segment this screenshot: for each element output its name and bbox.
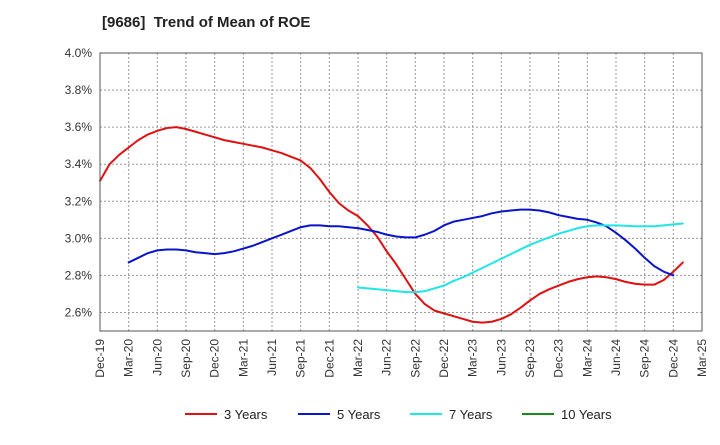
x-tick-label: Jun-24 <box>609 339 623 376</box>
x-tick-label: Mar-21 <box>236 339 250 377</box>
grid-lines <box>99 52 703 331</box>
y-tick-label: 3.0% <box>65 231 93 245</box>
series-lines <box>99 126 684 324</box>
x-tick-label: Dec-21 <box>322 339 336 378</box>
x-tick-label: Dec-19 <box>93 339 107 378</box>
y-tick-label: 3.6% <box>65 120 93 134</box>
chart-title: [9686] Trend of Mean of ROE <box>102 14 311 31</box>
series-line-7-years <box>357 222 684 294</box>
legend-label: 10 Years <box>561 407 612 422</box>
x-tick-label: Mar-23 <box>466 339 480 377</box>
x-tick-label: Sep-21 <box>294 339 308 378</box>
x-tick-label: Jun-21 <box>265 339 279 376</box>
x-tick-label: Jun-23 <box>494 339 508 376</box>
series-line-5-years <box>127 208 675 277</box>
x-tick-label: Mar-20 <box>122 339 136 377</box>
x-tick-label: Dec-24 <box>666 339 680 378</box>
legend-label: 7 Years <box>449 407 493 422</box>
x-tick-label: Sep-22 <box>408 339 422 378</box>
x-tick-label: Sep-24 <box>638 339 652 378</box>
legend-label: 3 Years <box>224 407 268 422</box>
x-tick-label: Mar-24 <box>580 339 594 377</box>
y-tick-label: 3.2% <box>65 194 93 208</box>
series-line-3-years <box>99 126 684 324</box>
x-tick-label: Jun-22 <box>380 339 394 376</box>
x-tick-label: Dec-20 <box>208 339 222 378</box>
y-tick-label: 2.6% <box>65 305 93 319</box>
y-tick-label: 3.4% <box>65 157 93 171</box>
y-tick-label: 4.0% <box>65 46 93 60</box>
x-tick-label: Mar-22 <box>351 339 365 377</box>
plot-frame <box>99 52 703 332</box>
x-tick-label: Mar-25 <box>695 339 709 377</box>
axes: 2.6% 2.8% 3.0% 3.2% 3.4% 3.6% 3.8% 4.0% Dec-19 Ma… <box>65 46 709 378</box>
x-tick-label: Dec-22 <box>437 339 451 378</box>
x-tick-label: Jun-20 <box>150 339 164 376</box>
x-tick-label: Sep-23 <box>523 339 537 378</box>
legend-label: 5 Years <box>337 407 381 422</box>
x-tick-label: Sep-20 <box>179 339 193 378</box>
x-tick-label: Dec-23 <box>552 339 566 378</box>
y-tick-label: 3.8% <box>65 83 93 97</box>
legend: 3 Years 5 Years 7 Years 10 Years <box>185 407 612 422</box>
y-tick-label: 2.8% <box>65 268 93 282</box>
